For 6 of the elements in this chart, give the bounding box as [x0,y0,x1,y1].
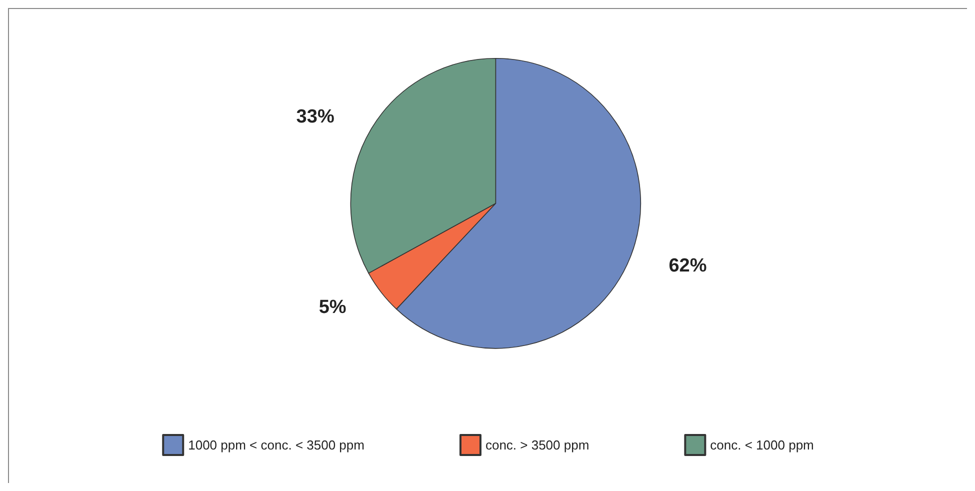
legend-label: conc. > 3500 ppm [485,438,590,452]
data-label: 62% [668,255,707,276]
data-label: 33% [296,106,334,128]
data-label: 5% [318,297,346,318]
legend-label: conc. < 1000 ppm [710,438,814,452]
legend-label: 1000 ppm < conc. < 3500 ppm [188,438,364,452]
